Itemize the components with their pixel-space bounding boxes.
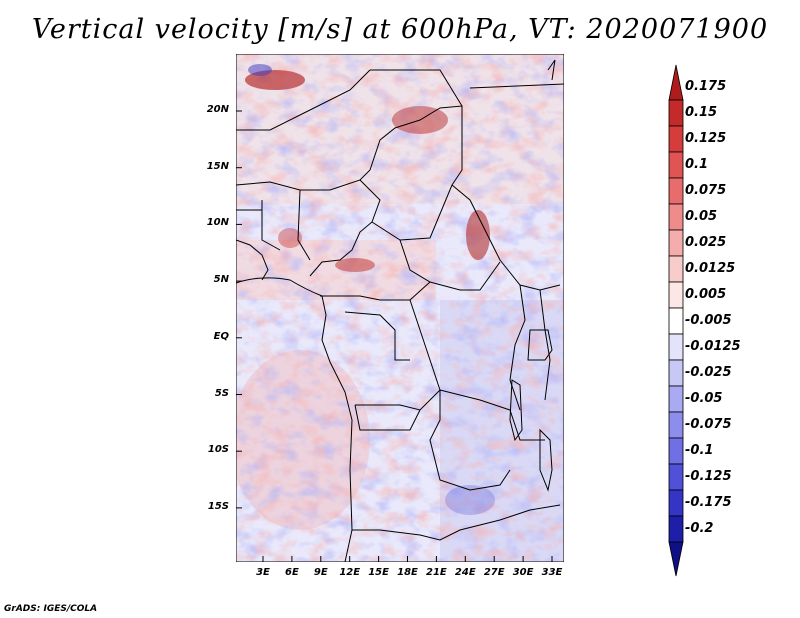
colorbar-swatch [668,255,684,283]
colorbar-swatch [668,151,684,179]
colorbar-swatch [668,359,684,387]
lon-label: 3E [256,567,270,578]
colorbar-swatch [668,307,684,335]
lat-label: 15N [206,160,229,172]
colorbar-swatch [668,229,684,257]
colorbar-label: -0.0125 [685,339,741,354]
axis-ticks [236,110,553,562]
colorbar-label: 0.075 [685,183,727,198]
colorbar-label: -0.2 [685,521,714,536]
lon-label: 12E [339,567,361,578]
colorbar-swatch [668,177,684,205]
lat-label: 5N [213,274,229,286]
lon-label: 24E [454,567,476,578]
colorbar-swatch [668,437,684,465]
lat-label: 10S [207,444,229,456]
colorbar-label: -0.125 [685,469,732,484]
colorbar-swatch [668,333,684,361]
colorbar-label: -0.1 [685,443,714,458]
lat-label: EQ [213,330,229,342]
lat-label: 15S [207,500,229,512]
colorbar-label: 0.1 [685,157,709,172]
colorbar-swatch [668,411,684,439]
lon-label: 21E [426,567,447,578]
colorbar-swatch [668,64,684,101]
credit-text: GrADS: IGES/COLA [4,604,98,614]
colorbar-label: 0.175 [685,79,727,94]
velocity-field [236,54,564,562]
colorbar-label: 0.125 [685,131,727,146]
colorbar-swatch [668,203,684,231]
colorbar-swatch [668,99,684,127]
colorbar [668,64,684,577]
lon-label: 15E [368,567,389,578]
lat-label: 10N [206,217,229,229]
colorbar-swatch [668,515,684,543]
colorbar-swatch [668,463,684,491]
colorbar-label: 0.025 [685,235,727,250]
colorbar-swatch [668,541,684,577]
map-title: Vertical velocity [m/s] at 600hPa, VT: 2… [31,14,769,45]
lon-label: 33E [541,567,563,578]
colorbar-label: -0.175 [685,495,732,510]
lon-label: 27E [483,567,505,578]
lon-label: 6E [284,567,299,578]
colorbar-label: 0.05 [685,209,718,224]
colorbar-swatch [668,489,684,517]
colorbar-label: 0.15 [685,105,718,120]
colorbar-label: -0.005 [685,313,732,328]
colorbar-swatch [668,385,684,413]
colorbar-label: -0.025 [685,365,732,380]
lat-label: 20N [206,104,229,115]
colorbar-label: -0.05 [685,391,723,406]
lon-label: 9E [313,567,328,578]
colorbar-swatch [668,281,684,309]
colorbar-label: 0.005 [685,287,727,302]
lon-label: 18E [397,567,418,578]
colorbar-swatch [668,125,684,153]
lon-label: 30E [512,567,534,578]
lat-label: 5S [214,387,229,399]
colorbar-label: 0.0125 [685,261,736,276]
colorbar-label: -0.075 [685,417,732,432]
